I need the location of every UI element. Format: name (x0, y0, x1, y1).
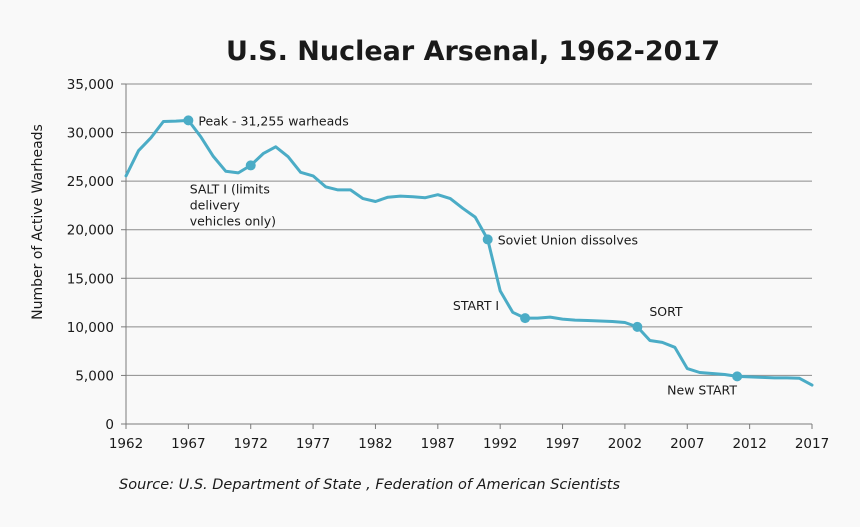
annotation-label: Soviet Union dissolves (498, 232, 638, 247)
y-tick-label: 25,000 (67, 174, 114, 190)
x-tick-label: 1987 (421, 436, 455, 452)
chart-title: U.S. Nuclear Arsenal, 1962-2017 (226, 36, 720, 67)
annotation-label: New START (667, 382, 737, 397)
annotation-marker (732, 371, 743, 382)
annotation-marker (520, 313, 531, 324)
annotation-label: Peak - 31,255 warheads (198, 113, 348, 128)
x-tick-labels: 1962 1967 1972 1977 1982 1987 1992 1997 2002 2007… (109, 424, 829, 452)
x-tick-label: 1997 (545, 436, 579, 452)
source-note: Source: U.S. Department of State , Feder… (119, 477, 620, 493)
x-tick-label: 1972 (234, 436, 268, 452)
y-tick-label: 15,000 (67, 271, 114, 287)
y-tick-label: 35,000 (67, 77, 114, 93)
annotation-label: START I (453, 298, 499, 313)
y-tick-labels: 0 5,000 10,000 15,000 20,000 25,000 30,000 35,0… (67, 77, 126, 433)
x-tick-label: 1982 (358, 436, 392, 452)
annotation-marker (245, 160, 256, 171)
x-tick-label: 2012 (732, 436, 766, 452)
annotation-marker (482, 234, 493, 245)
x-tick-label: 1977 (296, 436, 330, 452)
annotation-label: delivery (190, 197, 241, 212)
x-tick-label: 2017 (795, 436, 829, 452)
x-tick-label: 2007 (670, 436, 704, 452)
y-axis-label: Number of Active Warheads (30, 124, 46, 320)
grid-lines (126, 83, 812, 376)
x-tick-label: 2002 (608, 436, 642, 452)
x-tick-label: 1962 (109, 436, 143, 452)
annotation-marker (183, 115, 194, 126)
y-tick-label: 0 (105, 417, 114, 433)
annotation-label: vehicles only) (190, 213, 276, 228)
y-tick-label: 30,000 (67, 126, 114, 142)
y-tick-label: 5,000 (75, 368, 114, 384)
annotation-label: SALT I (limits (190, 181, 270, 196)
axes (125, 84, 812, 425)
annotation-label: SORT (649, 304, 683, 319)
annotation-marker (632, 321, 643, 332)
series-line (124, 118, 814, 387)
y-tick-label: 20,000 (67, 223, 114, 239)
annotations: Peak - 31,255 warheads SALT I (limitsdeli… (183, 113, 743, 397)
series-layer (124, 118, 814, 387)
x-tick-label: 1967 (171, 436, 205, 452)
x-tick-label: 1992 (483, 436, 517, 452)
y-tick-label: 10,000 (67, 320, 114, 336)
